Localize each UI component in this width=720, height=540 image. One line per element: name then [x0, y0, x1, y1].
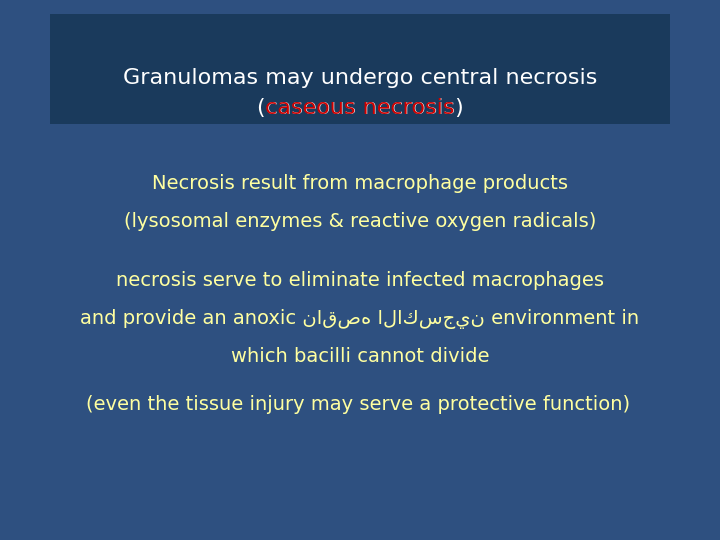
FancyBboxPatch shape [50, 14, 670, 124]
Text: and provide an anoxic ناقصه الاكسجين environment in: and provide an anoxic ناقصه الاكسجين env… [81, 308, 639, 329]
Text: (even the tissue injury may serve a protective function): (even the tissue injury may serve a prot… [86, 395, 631, 415]
Text: (lysosomal enzymes & reactive oxygen radicals): (lysosomal enzymes & reactive oxygen rad… [124, 212, 596, 231]
Text: caseous necrosis: caseous necrosis [0, 524, 189, 540]
Text: (: ( [0, 524, 9, 540]
Text: Granulomas may undergo central necrosis: Granulomas may undergo central necrosis [123, 68, 597, 89]
Text: Necrosis result from macrophage products: Necrosis result from macrophage products [152, 174, 568, 193]
Text: (caseous necrosis): (caseous necrosis) [256, 98, 464, 118]
Text: caseous necrosis: caseous necrosis [265, 98, 455, 118]
Text: which bacilli cannot divide: which bacilli cannot divide [230, 347, 490, 366]
Text: necrosis serve to eliminate infected macrophages: necrosis serve to eliminate infected mac… [116, 271, 604, 291]
